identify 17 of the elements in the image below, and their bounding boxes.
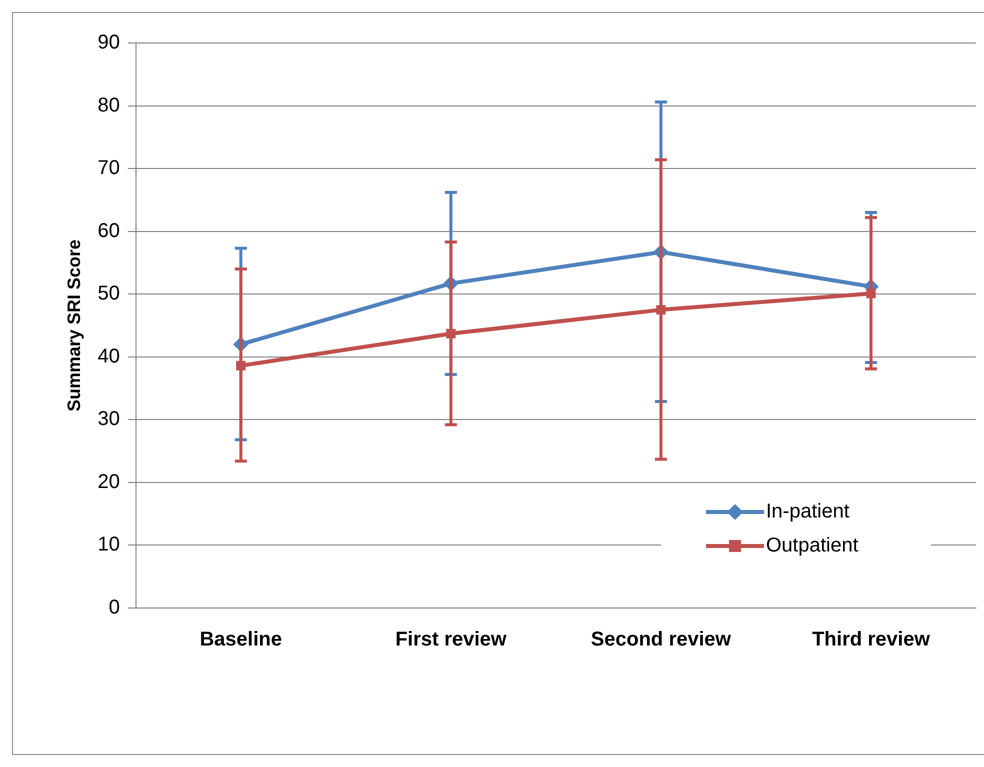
- y-tick-label: 20: [98, 470, 120, 493]
- y-tick-label: 0: [108, 596, 120, 619]
- x-tick-label: First review: [395, 628, 507, 651]
- y-tick-label: 60: [98, 220, 120, 242]
- y-tick-label: 80: [98, 94, 120, 116]
- y-axis-title: Summary SRI Score: [64, 239, 84, 412]
- y-tick-label: 10: [98, 534, 120, 556]
- y-tick-label: 30: [98, 408, 120, 430]
- x-tick-label: Second review: [590, 628, 732, 651]
- y-tick-label: 70: [98, 157, 120, 180]
- y-tick-label: 50: [98, 282, 120, 305]
- legend-label: Outpatient: [766, 534, 859, 557]
- y-tick-label: 40: [98, 345, 120, 368]
- y-tick-label: 90: [98, 32, 120, 54]
- x-tick-label: Baseline: [200, 628, 282, 651]
- x-tick-label: Third review: [812, 628, 930, 651]
- legend-label: In-patient: [766, 500, 850, 523]
